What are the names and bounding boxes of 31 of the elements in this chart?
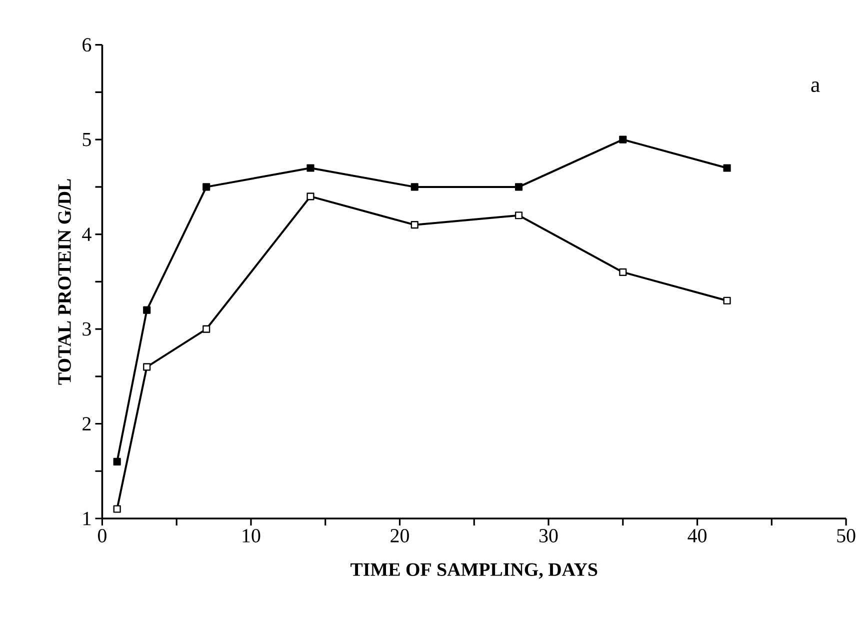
point xyxy=(514,211,523,220)
point xyxy=(306,192,314,200)
point xyxy=(113,505,121,513)
x-tick-label: 20 xyxy=(390,528,409,542)
x-tick-label: 40 xyxy=(688,528,706,542)
point xyxy=(723,164,731,172)
point xyxy=(723,296,731,304)
x-tick-label: 10 xyxy=(242,528,260,542)
point xyxy=(410,183,418,191)
y-tick-label: 4 xyxy=(82,228,92,241)
point xyxy=(202,325,210,333)
point xyxy=(306,164,314,172)
y-tick-label: 1 xyxy=(83,512,91,525)
annotation: a xyxy=(811,81,820,92)
x-tick-label: 0 xyxy=(98,528,106,542)
point xyxy=(113,458,121,466)
point xyxy=(514,183,523,191)
y-tick-label: 3 xyxy=(82,322,91,336)
point xyxy=(619,268,627,276)
y-axis-title: TOTAL PROTEIN G/DL xyxy=(58,179,71,385)
x-tick-label: 30 xyxy=(539,528,558,542)
point xyxy=(619,136,627,144)
x-tick-label: 50 xyxy=(837,528,856,542)
point xyxy=(410,220,418,229)
point xyxy=(143,306,151,314)
y-tick-label: 6 xyxy=(82,38,92,52)
y-tick-label: 5 xyxy=(82,132,91,146)
point xyxy=(143,363,151,371)
point xyxy=(202,183,210,191)
y-tick-label: 2 xyxy=(82,417,91,430)
x-axis-title: TIME OF SAMPLING, DAYS xyxy=(350,563,598,579)
